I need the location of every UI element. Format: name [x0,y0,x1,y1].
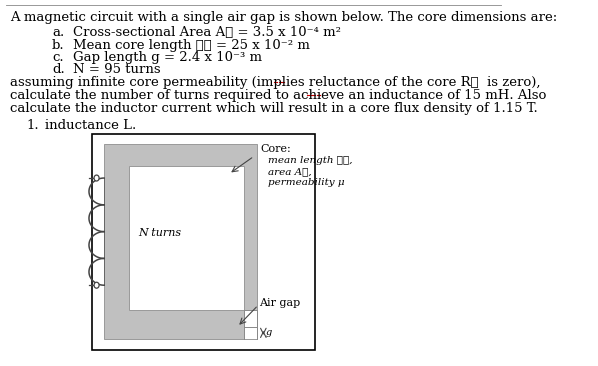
Text: calculate the number of turns required to achieve an inductance of 15 mH. Also: calculate the number of turns required t… [10,89,546,102]
Text: Gap length g = 2.4 x 10⁻³ m: Gap length g = 2.4 x 10⁻³ m [73,51,262,64]
Text: inductance L.: inductance L. [45,119,136,132]
Bar [244,310,257,339]
Text: Cross-sectional Area Aⲟ = 3.5 x 10⁻⁴ m²: Cross-sectional Area Aⲟ = 3.5 x 10⁻⁴ m² [73,26,341,39]
Text: Core:: Core: [261,144,292,154]
Text: 1.: 1. [27,119,39,132]
Text: Mean core length ℓⲟ = 25 x 10⁻² m: Mean core length ℓⲟ = 25 x 10⁻² m [73,39,310,52]
Text: assuming infinite core permeability (implies reluctance of the core Rⲟ  is zero): assuming infinite core permeability (imp… [10,76,541,89]
Bar [91,134,315,350]
Text: permeability μ: permeability μ [267,178,344,187]
Text: N turns: N turns [139,228,182,238]
Text: Air gap: Air gap [259,298,300,308]
Text: N = 95 turns: N = 95 turns [73,63,161,76]
Text: g: g [266,328,272,337]
Circle shape [94,282,99,288]
Text: c.: c. [52,51,63,64]
Text: A magnetic circuit with a single air gap is shown below. The core dimensions are: A magnetic circuit with a single air gap… [10,11,557,24]
Text: calculate the inductor current which will result in a core flux density of 1.15 : calculate the inductor current which wil… [10,102,538,115]
Text: a.: a. [52,26,64,39]
Bar [104,144,257,339]
Text: b.: b. [52,39,65,52]
Circle shape [94,175,99,181]
Text: area Aⲟ,: area Aⲟ, [267,167,311,176]
Text: mean length ℓⲟ,: mean length ℓⲟ, [267,156,352,165]
Bar [129,166,244,310]
Text: d.: d. [52,63,65,76]
